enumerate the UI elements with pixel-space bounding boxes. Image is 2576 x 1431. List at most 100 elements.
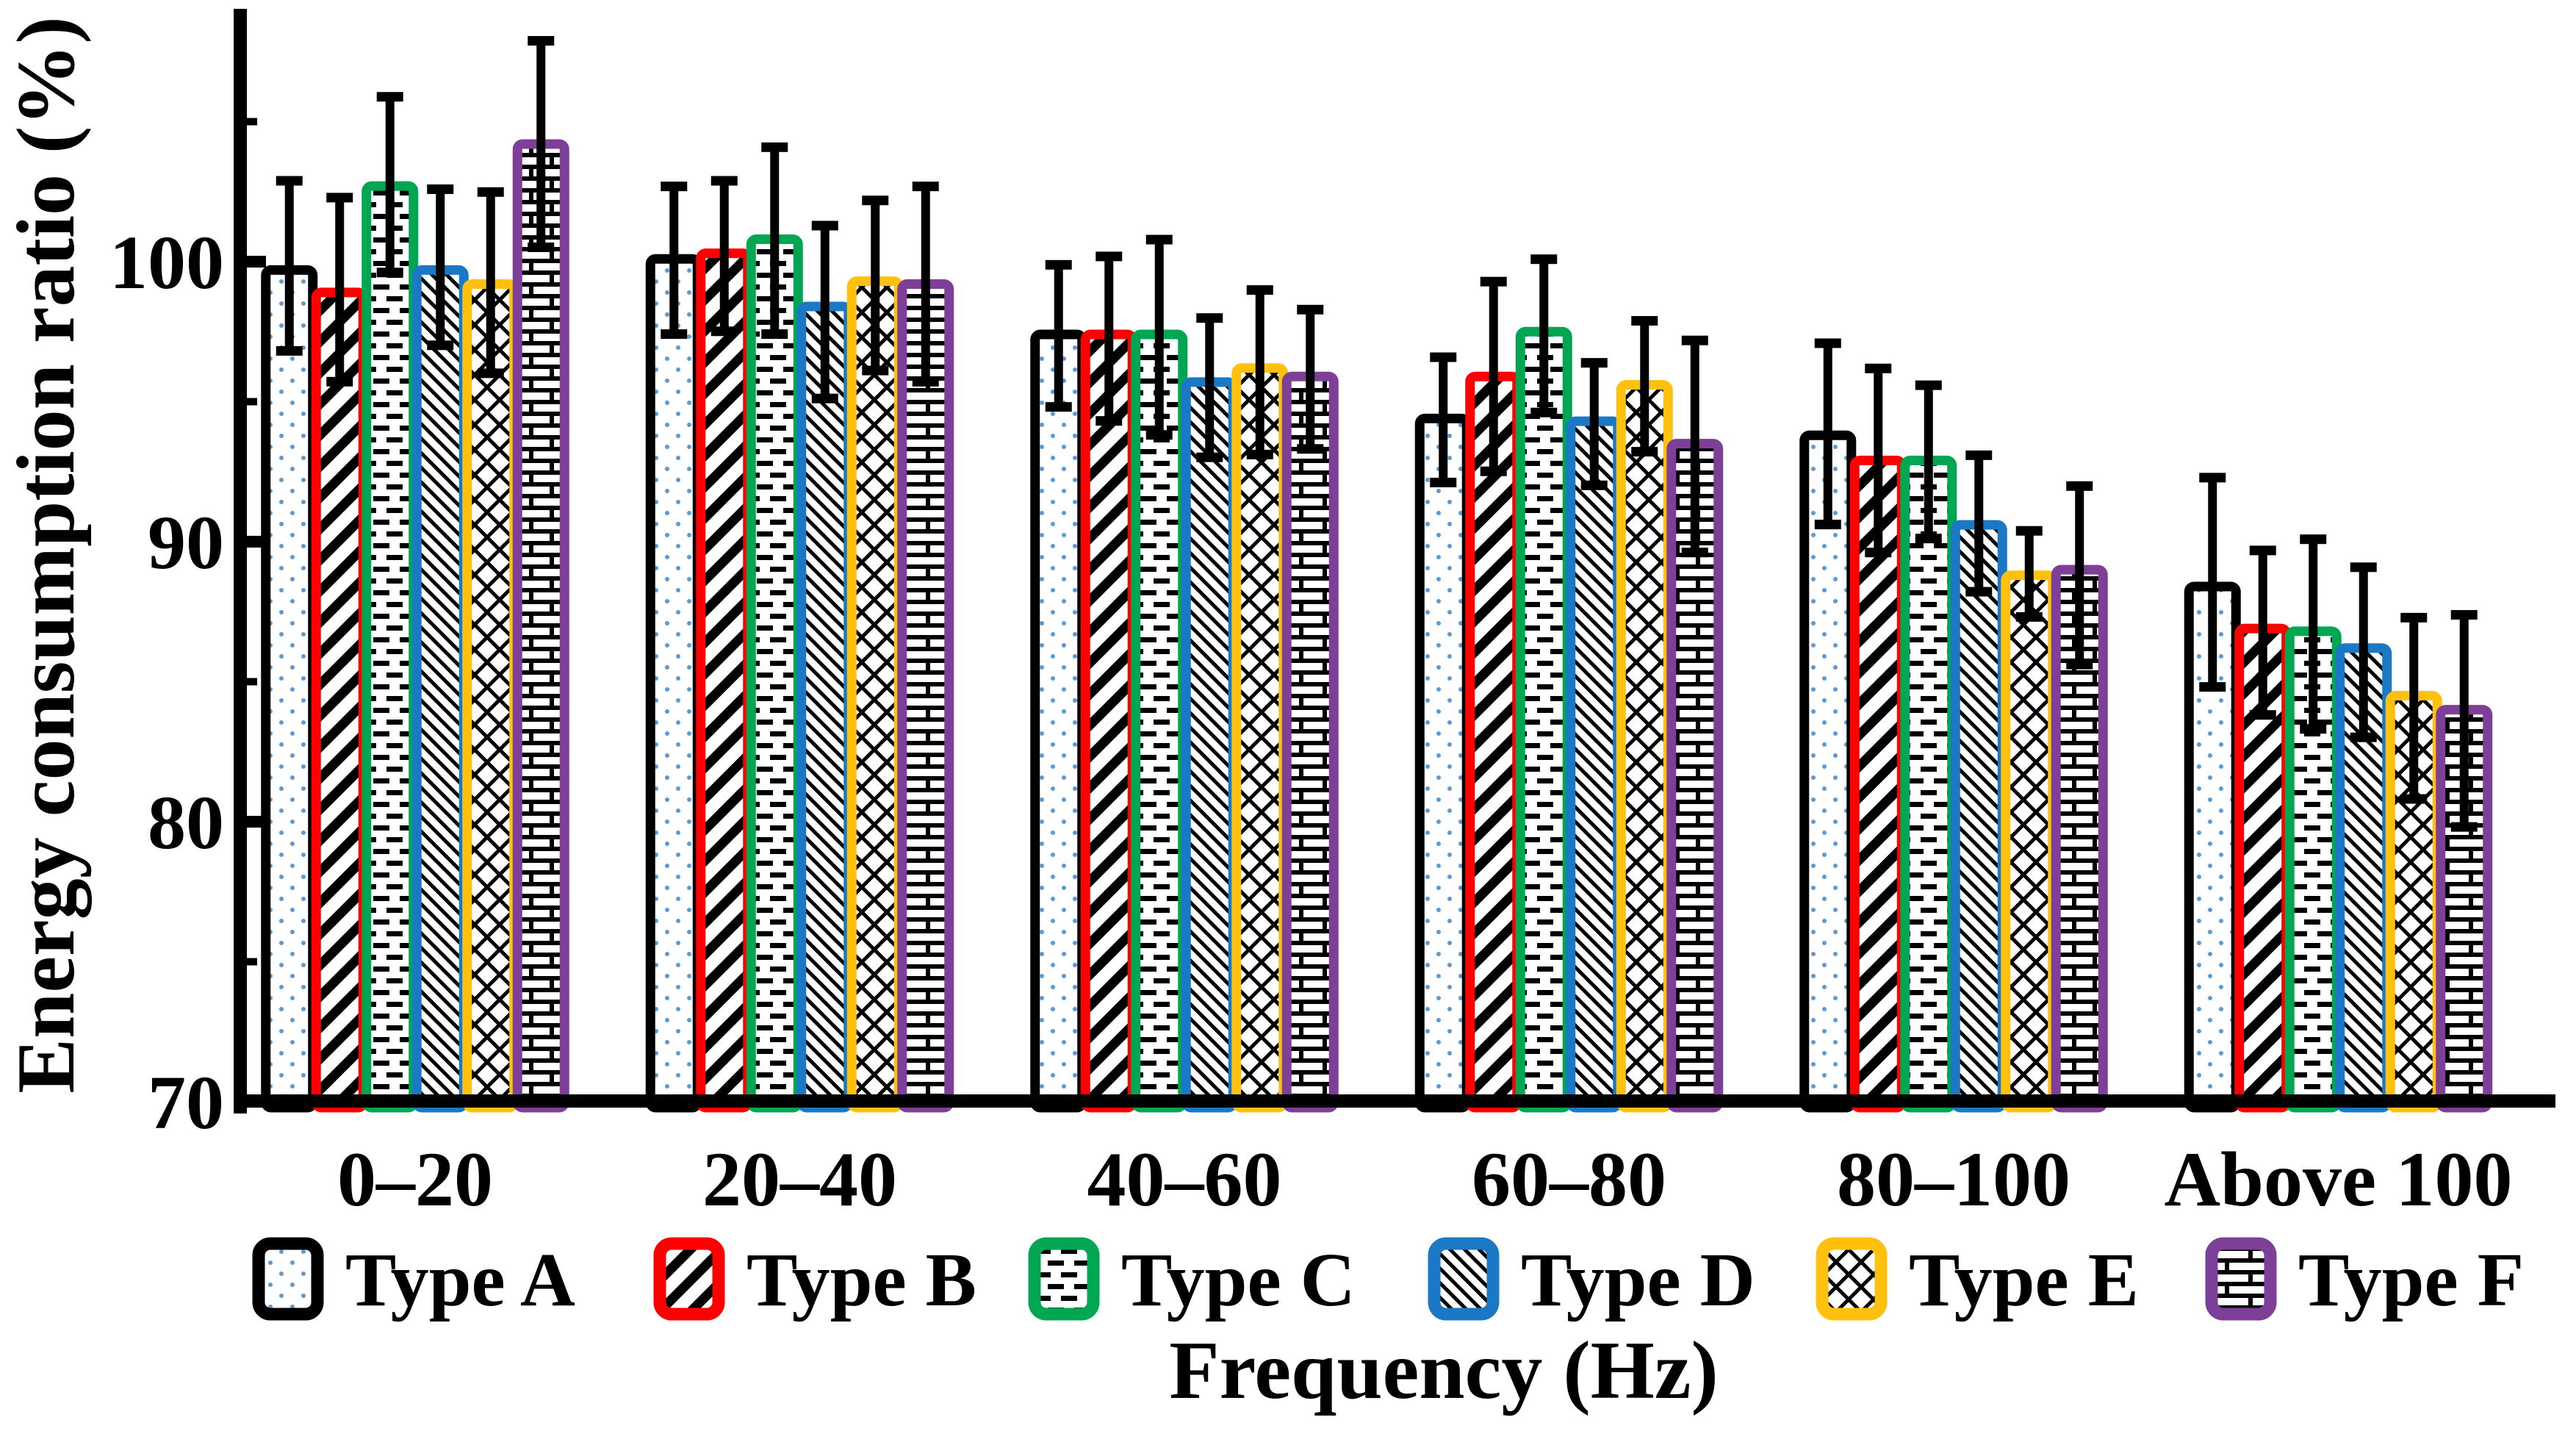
bar-type-b-4 [1849, 456, 1907, 1113]
error-bar-type-b-2 [1095, 251, 1123, 426]
legend-label-type-e: Type E [1909, 1238, 2139, 1322]
bar-type-d-3 [1566, 416, 1623, 1113]
bar-type-f-0 [512, 139, 569, 1113]
bar-type-a-3 [1414, 413, 1472, 1113]
legend-swatch-type-e [1816, 1237, 1888, 1321]
bar-type-a-0 [261, 265, 318, 1113]
error-bar-type-d-1 [811, 220, 838, 404]
error-bar-type-d-5 [2350, 562, 2377, 742]
bar-group-60–80 [1414, 254, 1724, 1113]
bar-type-e-0 [462, 279, 519, 1113]
bar-group-20–40 [645, 142, 954, 1113]
category-label-1: 20–40 [702, 1136, 897, 1222]
error-bar-type-f-3 [1681, 335, 1708, 558]
error-bar-type-d-0 [427, 184, 454, 351]
error-bar-type-a-5 [2199, 473, 2226, 692]
error-bar-type-b-3 [1480, 276, 1507, 476]
bar-type-f-1 [897, 279, 954, 1113]
bar-type-a-4 [1799, 430, 1857, 1113]
bar-type-e-1 [846, 276, 904, 1113]
legend-item-type-f: Type F [2205, 1237, 2524, 1322]
bar-type-c-2 [1131, 329, 1188, 1113]
legend-swatch-type-f [2205, 1237, 2277, 1321]
bar-type-a-2 [1030, 329, 1087, 1113]
legend-label-type-c: Type C [1121, 1238, 1356, 1322]
error-bar-type-e-2 [1246, 285, 1273, 459]
bar-type-d-1 [796, 301, 854, 1113]
bar-type-c-1 [746, 234, 803, 1113]
bar-type-b-2 [1080, 329, 1137, 1113]
legend-item-type-d: Type D [1428, 1237, 1755, 1322]
legend-swatch-type-b [653, 1237, 725, 1321]
y-tick-label-90: 90 [148, 501, 224, 585]
legend: Type A Type B Type C Type D Type E Type F [252, 1237, 2524, 1322]
error-bar-type-c-1 [761, 142, 788, 340]
error-bar-type-f-1 [912, 182, 939, 387]
error-bar-type-a-1 [661, 182, 688, 340]
error-bar-type-e-5 [2400, 612, 2428, 804]
legend-swatch-type-c [1028, 1237, 1100, 1321]
bar-type-c-0 [361, 181, 419, 1113]
error-bar-type-f-5 [2450, 610, 2478, 832]
bar-type-e-2 [1231, 363, 1289, 1113]
error-bar-type-d-4 [1965, 450, 1993, 597]
y-axis-title: Energy consumption ratio (%) [1, 16, 92, 1093]
y-minor-tick-105 [245, 118, 257, 126]
error-bar-type-b-5 [2249, 545, 2276, 720]
bar-type-c-3 [1515, 326, 1572, 1113]
error-bar-type-c-0 [376, 92, 403, 278]
category-label-2: 40–60 [1087, 1136, 1282, 1222]
category-label-3: 60–80 [1472, 1136, 1666, 1222]
category-label-5: Above 100 [2164, 1136, 2512, 1222]
legend-label-type-b: Type B [746, 1238, 976, 1322]
error-bar-type-f-0 [528, 36, 555, 252]
y-major-tick-100 [245, 256, 266, 268]
y-major-tick-70 [245, 1096, 266, 1108]
bar-group-Above 100 [2184, 473, 2493, 1113]
error-bar-type-e-4 [2015, 526, 2043, 622]
y-axis-line [234, 9, 247, 1113]
legend-swatch-type-d [1428, 1237, 1500, 1321]
error-bar-type-e-1 [862, 196, 889, 376]
y-tick-label-100: 100 [109, 220, 224, 305]
legend-label-type-f: Type F [2298, 1238, 2524, 1322]
bar-type-b-3 [1465, 371, 1522, 1113]
y-minor-tick-75 [245, 958, 257, 966]
y-tick-label-80: 80 [148, 781, 224, 865]
error-bar-type-c-5 [2300, 534, 2327, 734]
error-bar-type-b-4 [1865, 363, 1892, 558]
legend-item-type-c: Type C [1028, 1237, 1356, 1322]
error-bar-type-e-0 [477, 187, 504, 379]
error-bar-type-a-3 [1430, 352, 1457, 487]
bar-type-e-3 [1616, 380, 1673, 1113]
legend-label-type-d: Type D [1521, 1238, 1755, 1322]
bar-type-c-4 [1900, 456, 1957, 1113]
y-tick-label-70: 70 [148, 1061, 224, 1145]
legend-item-type-e: Type E [1816, 1237, 2139, 1322]
bar-type-d-2 [1181, 377, 1238, 1113]
y-minor-tick-95 [245, 398, 257, 406]
error-bar-type-d-2 [1196, 313, 1223, 462]
y-major-tick-80 [245, 816, 266, 828]
error-bar-type-a-4 [1814, 338, 1841, 530]
bar-group-40–60 [1030, 234, 1339, 1113]
error-bar-type-a-0 [276, 176, 303, 356]
error-bar-type-a-2 [1045, 259, 1072, 412]
error-bar-type-c-4 [1915, 380, 1942, 544]
bar-type-a-1 [645, 254, 702, 1113]
x-axis-line [234, 1094, 2555, 1108]
error-bar-type-b-0 [326, 193, 353, 387]
bar-type-d-4 [1950, 520, 2007, 1113]
error-bar-type-c-2 [1145, 234, 1173, 440]
error-bar-type-f-4 [2066, 481, 2093, 670]
bar-type-b-1 [696, 248, 753, 1113]
bar-group-80–100 [1799, 338, 2108, 1113]
legend-swatch-type-a [252, 1237, 324, 1321]
y-minor-tick-85 [245, 678, 257, 686]
bar-type-e-4 [2001, 570, 2058, 1113]
error-bar-type-c-3 [1530, 254, 1558, 417]
bar-type-b-0 [311, 287, 368, 1113]
bar-type-f-2 [1281, 371, 1339, 1113]
